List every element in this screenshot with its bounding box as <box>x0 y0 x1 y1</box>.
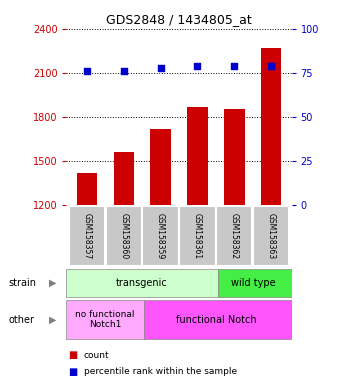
Text: transgenic: transgenic <box>116 278 168 288</box>
Bar <box>253 206 290 266</box>
Bar <box>187 107 208 205</box>
Text: ▶: ▶ <box>49 314 57 325</box>
Text: ▶: ▶ <box>49 278 57 288</box>
Bar <box>114 152 134 205</box>
Bar <box>179 206 216 266</box>
Text: functional Notch: functional Notch <box>176 314 256 325</box>
Bar <box>261 48 281 205</box>
Bar <box>66 300 144 339</box>
Bar <box>216 206 252 266</box>
Text: count: count <box>84 351 109 360</box>
Point <box>121 68 127 74</box>
Bar <box>106 206 142 266</box>
Bar <box>77 173 97 205</box>
Point <box>232 63 237 69</box>
Point <box>158 65 163 71</box>
Point <box>195 63 200 69</box>
Text: GSM158360: GSM158360 <box>119 213 128 259</box>
Bar <box>66 270 218 297</box>
Text: ■: ■ <box>68 367 77 377</box>
Text: GSM158357: GSM158357 <box>82 213 91 259</box>
Text: no functional
Notch1: no functional Notch1 <box>75 310 135 329</box>
Text: ■: ■ <box>68 350 77 360</box>
Text: percentile rank within the sample: percentile rank within the sample <box>84 367 237 376</box>
Text: GSM158361: GSM158361 <box>193 213 202 259</box>
Bar <box>224 109 244 205</box>
Text: other: other <box>9 314 34 325</box>
Text: GSM158363: GSM158363 <box>267 213 276 259</box>
Text: strain: strain <box>9 278 36 288</box>
Bar <box>69 206 105 266</box>
Text: wild type: wild type <box>231 278 275 288</box>
Point <box>268 63 274 69</box>
Bar <box>218 270 292 297</box>
Bar <box>143 206 179 266</box>
Bar <box>144 300 292 339</box>
Text: GDS2848 / 1434805_at: GDS2848 / 1434805_at <box>106 13 252 26</box>
Text: GSM158362: GSM158362 <box>230 213 239 259</box>
Bar <box>150 129 171 205</box>
Text: GSM158359: GSM158359 <box>156 213 165 259</box>
Point <box>84 68 90 74</box>
